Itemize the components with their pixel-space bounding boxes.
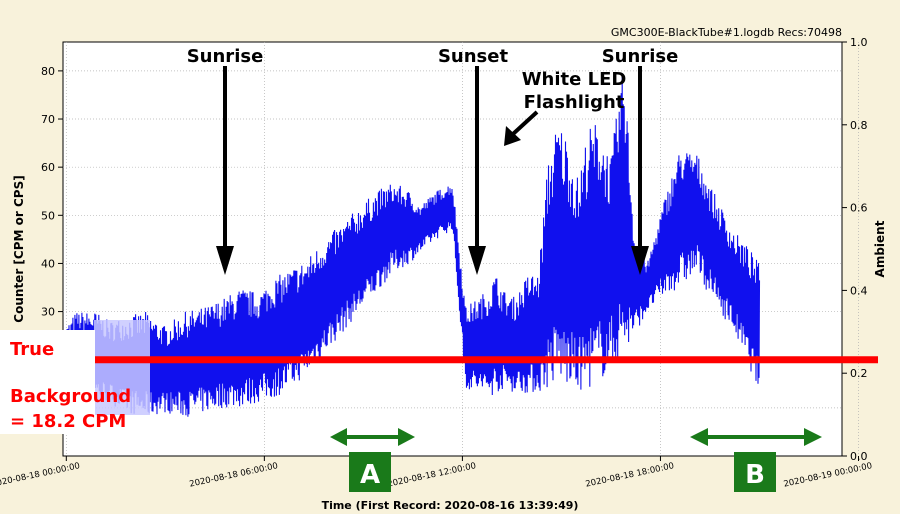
sunrise-1-arrowhead — [216, 246, 234, 275]
y-left-tick-label: 80 — [41, 65, 55, 78]
y-right-tick-label: 1.0 — [850, 36, 868, 49]
annotation-sunrise-2: Sunrise — [602, 46, 679, 67]
y-right-tick-label: 0.6 — [850, 202, 868, 215]
y-right-tick-label: 0.8 — [850, 119, 868, 132]
annotation-arrows — [216, 66, 649, 275]
y-left-tick-label: 40 — [41, 257, 55, 270]
y-axis-right-label: Ambient — [873, 220, 887, 277]
label-a: A — [360, 460, 380, 490]
start-shading — [94, 320, 150, 415]
counter-series — [62, 73, 761, 417]
y-axis-left-label: Counter [CPM or CPS] — [12, 175, 26, 322]
x-tick-label: 2020-08-19 00:00:00 — [783, 461, 873, 490]
annotation-sunset: Sunset — [438, 46, 509, 67]
flashlight-arrowhead — [504, 126, 521, 146]
annotation-flashlight: Flashlight — [524, 92, 625, 113]
background-label-line-3: = 18.2 CPM — [10, 411, 126, 432]
label-b-box — [734, 452, 776, 492]
background-label-box — [0, 330, 95, 434]
file-info-label: GMC300E-BlackTube#1.logdb Recs:70498 — [611, 26, 842, 39]
counter-series-line — [62, 73, 761, 417]
y-left-tick-label: 60 — [41, 161, 55, 174]
y-right-tick-label: 0.2 — [850, 367, 868, 380]
y-left-tick-label: 70 — [41, 113, 55, 126]
flashlight-arrow — [511, 110, 539, 136]
x-tick-label: 2020-08-18 12:00:00 — [387, 461, 477, 490]
sunset-arrowhead — [468, 246, 486, 275]
label-a-box — [349, 452, 391, 492]
annotation-sunrise-1: Sunrise — [187, 46, 264, 67]
background-label-line-2: Background — [10, 386, 131, 407]
x-axis-label: Time (First Record: 2020-08-16 13:39:49) — [322, 499, 579, 512]
range-b-arrow — [690, 428, 822, 446]
y-left-tick-label: 50 — [41, 209, 55, 222]
x-tick-label: 2020-08-18 18:00:00 — [585, 461, 675, 490]
sunrise-2-arrowhead — [631, 246, 649, 275]
background-label-line-1: True — [10, 339, 54, 360]
y-axis-right: 0.00.20.40.60.81.0 — [842, 36, 868, 463]
annotation-white-led: White LED — [522, 69, 627, 90]
label-b: B — [745, 460, 765, 490]
y-left-tick-label: 30 — [41, 306, 55, 319]
x-tick-label: 2020-08-18 06:00:00 — [189, 461, 279, 490]
x-tick-label: 2020-08-18 00:00:00 — [0, 461, 81, 490]
range-a-arrow — [330, 428, 415, 446]
y-right-tick-label: 0.4 — [850, 284, 868, 297]
